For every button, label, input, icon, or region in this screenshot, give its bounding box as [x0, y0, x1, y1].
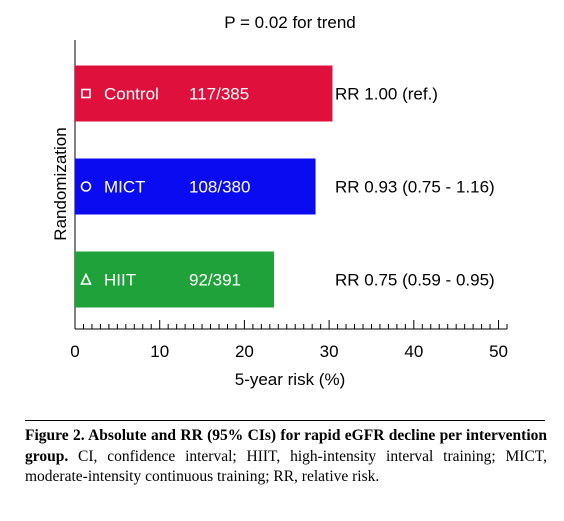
- bar-category-label: Control: [104, 85, 159, 104]
- chart-title: P = 0.02 for trend: [224, 13, 356, 32]
- bar-chart: P = 0.02 for trend Randomization 5-year …: [51, 13, 508, 389]
- x-tick-label: 0: [70, 342, 79, 361]
- triangle-marker-icon: [80, 272, 92, 285]
- bar-control: [75, 65, 333, 122]
- x-axis-ticks: 0 10 20 30 40 50: [70, 320, 508, 361]
- bar-group-hiit: HIIT 92/391 RR 0.75 (0.59 - 0.95): [75, 251, 495, 308]
- caption-divider: [25, 420, 545, 421]
- bars: Control 117/385 RR 1.00 (ref.) MICT 108/380 R…: [75, 65, 495, 308]
- figure-caption: Figure 2. Absolute and RR (95% CIs) for …: [25, 426, 547, 488]
- x-tick-label: 50: [489, 342, 508, 361]
- bar-count-label: 117/385: [189, 85, 249, 104]
- y-axis-label: Randomization: [51, 127, 70, 240]
- caption-text: CI, confidence interval; HIIT, high-inte…: [25, 447, 547, 486]
- bar-hiit: [75, 251, 275, 308]
- rr-annotation: RR 0.93 (0.75 - 1.16): [335, 178, 495, 197]
- bar-mict: [75, 158, 316, 215]
- x-tick-label: 40: [404, 342, 423, 361]
- bar-count-label: 92/391: [189, 271, 241, 290]
- bar-category-label: HIIT: [104, 271, 136, 290]
- bar-group-mict: MICT 108/380 RR 0.93 (0.75 - 1.16): [75, 158, 495, 215]
- bar-count-label: 108/380: [189, 178, 250, 197]
- rr-annotation: RR 1.00 (ref.): [335, 85, 438, 104]
- caption-title: Figure 2. Absolute and RR (95% CIs) for …: [25, 427, 547, 465]
- circle-marker-icon: [80, 181, 92, 192]
- x-tick-label: 10: [150, 342, 169, 361]
- x-tick-label: 20: [235, 342, 254, 361]
- bar-category-label: MICT: [104, 178, 146, 197]
- bar-group-control: Control 117/385 RR 1.00 (ref.): [75, 65, 438, 122]
- rr-annotation: RR 0.75 (0.59 - 0.95): [335, 271, 495, 290]
- square-marker-icon: [81, 88, 91, 99]
- x-tick-label: 30: [320, 342, 339, 361]
- x-axis-label: 5-year risk (%): [235, 370, 346, 389]
- chart-area: P = 0.02 for trend Randomization 5-year …: [51, 13, 508, 389]
